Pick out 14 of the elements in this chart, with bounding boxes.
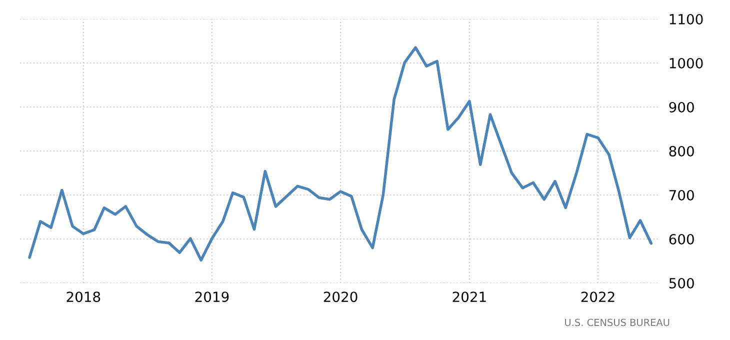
y-tick-label: 500 <box>669 278 694 288</box>
x-tick-label: 2022 <box>581 292 614 302</box>
text: U.S. CENSUS BUREAU <box>565 318 670 326</box>
x-tick-label: 2020 <box>324 292 358 302</box>
y-tick-label: 600 <box>669 234 694 244</box>
x-tick-label: 2021 <box>452 292 486 302</box>
y-tick-label: 700 <box>669 190 694 200</box>
y-tick-label: 900 <box>669 102 694 112</box>
x-tick-label: 2018 <box>66 292 100 302</box>
y-tick-label: 800 <box>669 146 694 156</box>
x-tick-label: 2019 <box>195 292 229 302</box>
line-series <box>28 46 653 262</box>
y-tick-label: 1000 <box>670 58 703 68</box>
y-tick-label: 1100 <box>670 14 703 24</box>
